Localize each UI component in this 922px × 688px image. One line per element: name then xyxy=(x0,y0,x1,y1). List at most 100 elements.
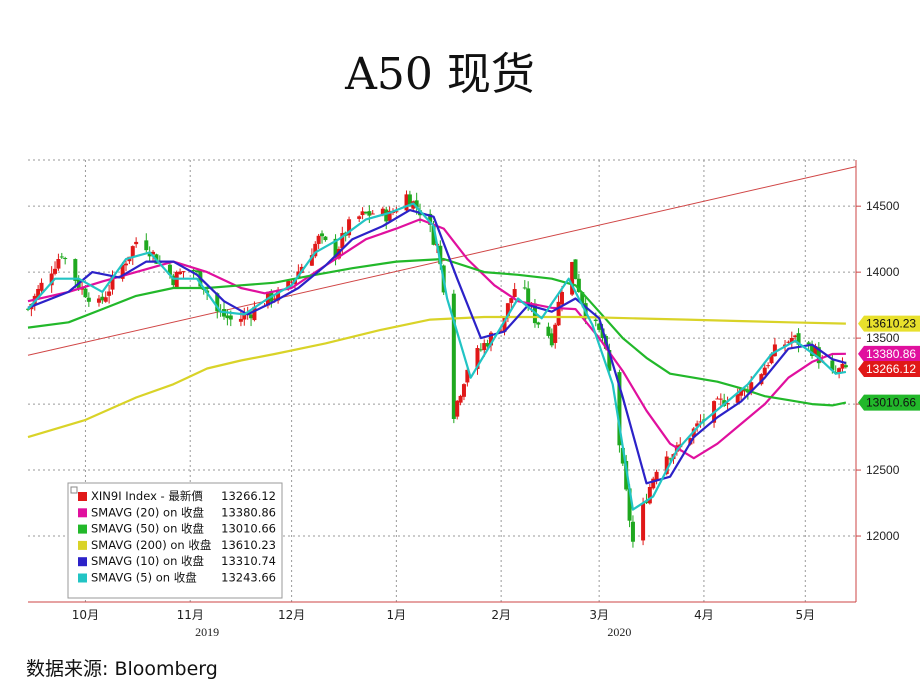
candle-body xyxy=(597,323,602,330)
candle-body xyxy=(228,315,233,320)
candle-body xyxy=(49,273,54,286)
legend-swatch xyxy=(78,540,87,550)
candle-body xyxy=(414,200,419,208)
candle xyxy=(644,493,649,504)
candle xyxy=(323,235,328,242)
candle xyxy=(171,273,176,288)
candle-body xyxy=(759,374,764,385)
candle xyxy=(316,233,321,249)
candle xyxy=(509,297,514,310)
candle xyxy=(367,205,372,223)
candle-body xyxy=(238,318,243,322)
candle xyxy=(759,373,764,386)
candle-body xyxy=(151,251,156,255)
candle-body xyxy=(181,271,186,273)
x-month-label: 2月 xyxy=(491,608,511,622)
x-month-label: 12月 xyxy=(278,608,305,622)
candle-body xyxy=(580,292,585,304)
candle-body xyxy=(53,268,58,274)
legend-entry: SMAVG (200) on 收盘 13610.23 xyxy=(78,538,276,552)
candle xyxy=(458,394,463,406)
candle xyxy=(404,190,409,212)
candle-body xyxy=(651,478,656,489)
candle-body xyxy=(225,315,230,319)
candle xyxy=(475,345,480,375)
candle-body xyxy=(475,348,480,369)
value-tag: 13266.12 xyxy=(858,360,920,377)
candle-body xyxy=(607,349,612,371)
candle xyxy=(134,237,139,248)
candle-body xyxy=(242,313,247,320)
candle xyxy=(647,484,652,505)
candle-body xyxy=(772,344,777,357)
candle-body xyxy=(387,210,392,221)
legend-swatch xyxy=(78,492,87,501)
candle-body xyxy=(367,211,372,216)
candle xyxy=(56,253,61,271)
candle-body xyxy=(309,255,314,266)
candle-body xyxy=(394,211,399,213)
candle-body xyxy=(796,333,801,345)
candle-body xyxy=(59,256,64,258)
x-year-label: 2019 xyxy=(195,625,219,639)
candle-body xyxy=(789,337,794,343)
moving-average-lines xyxy=(27,202,847,511)
legend-toggle-icon xyxy=(70,486,78,494)
x-month-label: 4月 xyxy=(694,608,714,622)
candle-body xyxy=(171,275,176,286)
candle xyxy=(49,266,54,293)
candle-body xyxy=(840,363,845,369)
candle-body xyxy=(502,317,507,332)
y-tick-label: 14500 xyxy=(866,199,900,213)
candle-body xyxy=(725,403,730,405)
candle xyxy=(546,322,551,338)
candle xyxy=(762,362,767,376)
candle-body xyxy=(715,398,720,400)
candle xyxy=(130,245,135,265)
candle-body xyxy=(134,241,139,245)
candle-body xyxy=(786,341,791,343)
candle xyxy=(505,302,510,323)
y-tick-label: 12000 xyxy=(866,529,900,543)
candle xyxy=(144,233,149,253)
candle-body xyxy=(546,326,551,336)
candle xyxy=(39,278,44,295)
candle xyxy=(512,282,517,298)
candle-body xyxy=(505,303,510,319)
candle-body xyxy=(194,270,199,273)
candle xyxy=(715,396,720,400)
candle xyxy=(485,339,490,349)
candle xyxy=(725,396,730,411)
candle-body xyxy=(272,298,277,300)
legend-swatch xyxy=(78,573,87,583)
candle xyxy=(766,362,771,369)
candle-body xyxy=(107,291,112,296)
candle-body xyxy=(526,288,531,306)
candle xyxy=(181,271,186,279)
candle-body xyxy=(762,367,767,376)
legend-entry: SMAVG (50) on 收盘 13010.66 xyxy=(78,522,276,536)
candle xyxy=(786,340,791,344)
candle-body xyxy=(553,324,558,343)
candle xyxy=(556,295,561,327)
candle-body xyxy=(340,233,345,249)
candle xyxy=(178,268,183,275)
candle-body xyxy=(489,332,494,346)
candle xyxy=(73,258,78,289)
candle xyxy=(573,259,578,280)
candle xyxy=(597,322,602,333)
candle-body xyxy=(276,289,281,301)
candle-body xyxy=(735,393,740,403)
candle xyxy=(478,343,483,352)
candle-body xyxy=(843,365,848,368)
candle xyxy=(86,292,91,307)
candle xyxy=(384,206,389,230)
value-tag: 13610.23 xyxy=(858,315,920,332)
candle-body xyxy=(370,213,375,215)
candle xyxy=(641,497,646,546)
candle-body xyxy=(837,368,842,373)
candle-body xyxy=(286,280,291,290)
legend-label: SMAVG (20) on 收盘 xyxy=(91,505,204,519)
value-tag-label: 13610.23 xyxy=(866,317,916,331)
